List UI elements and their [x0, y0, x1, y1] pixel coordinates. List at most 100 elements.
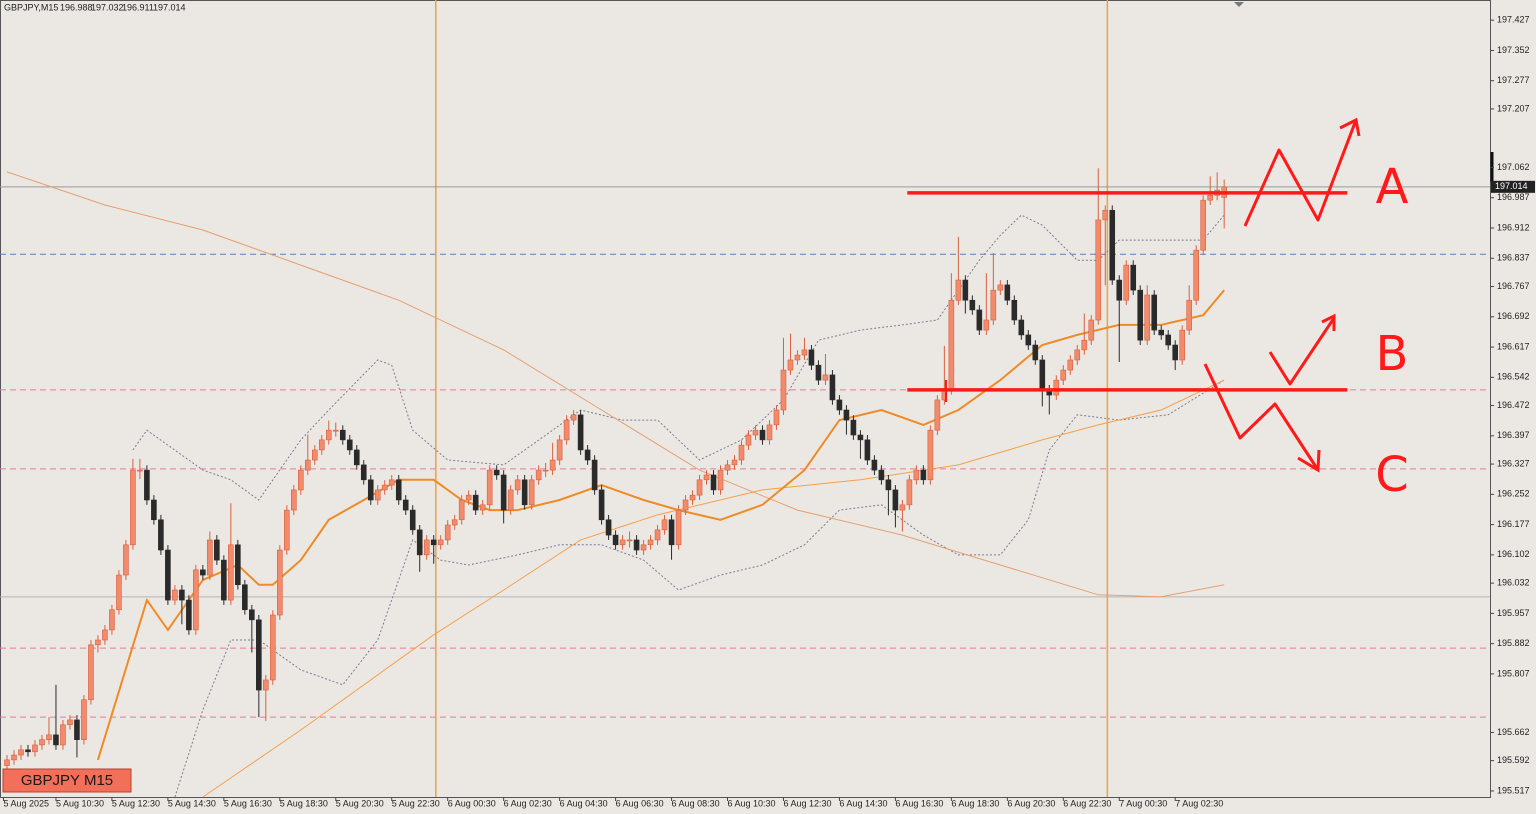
candle-body: [207, 539, 213, 576]
symbol: GBPJPY,M15: [4, 2, 58, 12]
candle-body: [256, 619, 262, 691]
y-tick-label: 196.837: [1497, 253, 1530, 263]
annotation-label: A: [1376, 159, 1409, 215]
candle-body: [808, 349, 815, 366]
candle-body: [1207, 195, 1213, 201]
candle-body: [360, 464, 367, 481]
candle-body: [514, 479, 521, 491]
candle-body: [437, 539, 444, 546]
x-tick-label: 5 Aug 16:30: [224, 798, 272, 808]
candle-body: [955, 279, 962, 301]
candle-body: [416, 529, 423, 556]
candle-body: [577, 414, 584, 451]
x-tick-label: 5 Aug 20:30: [336, 798, 384, 808]
x-tick-label: 6 Aug 00:30: [448, 798, 496, 808]
candle-body: [843, 409, 850, 421]
scenario-a-arrow: [1243, 119, 1358, 227]
candle-body: [458, 499, 465, 521]
candle-body: [137, 469, 143, 472]
y-tick-label: 196.542: [1497, 372, 1530, 382]
candle-body: [200, 569, 206, 576]
y-tick-label: 196.397: [1497, 430, 1530, 440]
y-tick-label: 197.062: [1497, 162, 1530, 172]
candle-body: [493, 469, 500, 476]
x-tick-label: 6 Aug 18:30: [951, 798, 999, 808]
y-tick-label: 195.957: [1497, 608, 1530, 618]
candle-body: [1025, 334, 1032, 346]
y-tick-label: 196.472: [1497, 400, 1530, 410]
candle-body: [249, 609, 255, 621]
candle-body: [1095, 219, 1102, 321]
candle-body: [661, 519, 668, 531]
y-tick-label: 196.327: [1497, 458, 1530, 468]
price-tag-label: 197.014: [1495, 181, 1528, 191]
candle-body: [927, 429, 934, 481]
candle-body: [563, 419, 570, 441]
candle-body: [892, 489, 899, 511]
y-tick-label: 197.352: [1497, 45, 1530, 55]
candle-body: [172, 589, 178, 601]
y-tick-label: 196.177: [1497, 519, 1530, 529]
candle-body: [1165, 334, 1172, 346]
candle-body: [388, 479, 395, 486]
candle-body: [738, 444, 745, 461]
plot-frame: [0, 0, 1491, 798]
candle-body: [752, 429, 759, 436]
ohlc-close: 197.014: [153, 2, 186, 12]
candle-body: [696, 479, 703, 496]
candles: [4, 168, 1227, 771]
y-tick-label: 196.912: [1497, 222, 1530, 232]
candle-body: [1018, 319, 1025, 336]
candle-body: [381, 484, 388, 491]
x-tick-label: 6 Aug 22:30: [1063, 798, 1111, 808]
candle-body: [402, 499, 409, 511]
candle-body: [899, 504, 906, 511]
candle-body: [1032, 344, 1039, 361]
candle-body: [179, 589, 185, 601]
candle-body: [1193, 249, 1199, 301]
candle-body: [626, 539, 633, 542]
candle-body: [423, 539, 430, 556]
x-tick-label: 6 Aug 12:30: [783, 798, 831, 808]
candle-body: [235, 544, 241, 586]
arrow-head: [1321, 313, 1336, 331]
annotation-label: B: [1376, 326, 1409, 382]
candle-body: [619, 539, 626, 546]
candle-body: [647, 539, 654, 546]
ohlc-open: 196.988: [60, 2, 93, 12]
candle-body: [528, 479, 535, 506]
candle-body: [1158, 329, 1165, 336]
candle-body: [948, 299, 955, 391]
candle-body: [1088, 319, 1095, 341]
candle-body: [221, 559, 227, 601]
candle-body: [291, 489, 297, 511]
candle-body: [318, 439, 325, 451]
candle-body: [1067, 359, 1074, 371]
candle-body: [668, 519, 675, 546]
candle-body: [465, 494, 472, 501]
candle-body: [1011, 299, 1018, 321]
x-tick-label: 6 Aug 04:30: [560, 798, 608, 808]
candle-body: [745, 434, 752, 446]
candle-body: [81, 699, 87, 740]
candle-body: [689, 494, 696, 501]
candle-body: [906, 479, 913, 506]
candle-body: [53, 734, 59, 746]
indicator-line: [202, 379, 1225, 798]
candle-body: [1172, 344, 1179, 361]
candle-body: [332, 429, 339, 432]
candle-body: [682, 499, 689, 511]
candle-body: [598, 489, 605, 521]
candle-body: [885, 479, 892, 491]
candle-body: [535, 469, 542, 481]
candle-body: [472, 494, 479, 511]
shift-marker: [1234, 2, 1244, 7]
candle-body: [584, 449, 591, 461]
candle-body: [32, 744, 38, 753]
x-tick-label: 6 Aug 08:30: [672, 798, 720, 808]
candle-body: [675, 509, 682, 546]
candle-body: [766, 424, 773, 441]
x-tick-label: 7 Aug 02:30: [1175, 798, 1223, 808]
candle-body: [151, 499, 157, 521]
